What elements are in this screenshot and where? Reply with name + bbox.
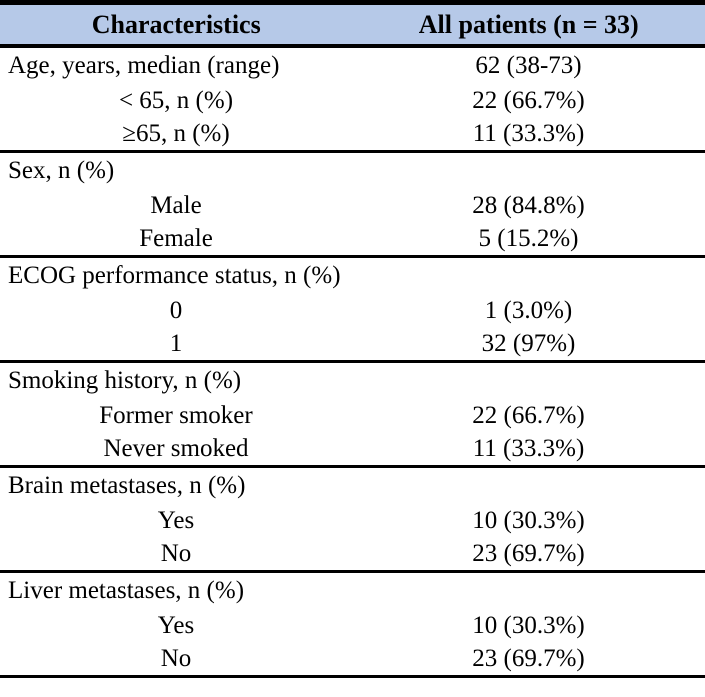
row-label: 0 — [169, 296, 183, 324]
row-label: Age, years, median (range) — [8, 51, 280, 79]
row-label: No — [160, 540, 192, 567]
row-value: 22 (66.7%) — [472, 401, 585, 429]
row-label: Female — [139, 225, 213, 252]
table-row: Never smoked 11 (33.3%) — [0, 433, 705, 468]
table-row: 1 32 (97%) — [0, 328, 705, 363]
table-header-row: Characteristics All patients (n = 33) — [0, 5, 705, 48]
row-label: Yes — [157, 611, 195, 639]
table-row: Yes 10 (30.3%) — [0, 503, 705, 538]
row-label: Former smoker — [99, 401, 253, 429]
row-label: Male — [150, 191, 202, 219]
row-value: 22 (66.7%) — [472, 86, 585, 114]
row-value: 11 (33.3%) — [472, 120, 585, 147]
table-body: Age, years, median (range) 62 (38-73) < 65… — [0, 48, 705, 678]
row-label: Sex, n (%) — [8, 156, 115, 184]
table-row: Smoking history, n (%) — [0, 363, 705, 398]
row-label: Yes — [157, 506, 195, 534]
row-label: No — [160, 645, 192, 672]
row-label: 1 — [169, 330, 183, 357]
row-value: 5 (15.2%) — [478, 225, 579, 252]
table-row: Male 28 (84.8%) — [0, 188, 705, 223]
table-row: ≥65, n (%) 11 (33.3%) — [0, 118, 705, 153]
table-row: Former smoker 22 (66.7%) — [0, 398, 705, 433]
table-row: Liver metastases, n (%) — [0, 573, 705, 608]
row-value: 62 (38-73) — [475, 51, 582, 79]
table-row: Age, years, median (range) 62 (38-73) — [0, 48, 705, 83]
row-value: 11 (33.3%) — [472, 435, 585, 462]
row-label: Liver metastases, n (%) — [8, 576, 245, 604]
table-row: Yes 10 (30.3%) — [0, 608, 705, 643]
row-value: 10 (30.3%) — [472, 611, 585, 639]
row-value: 32 (97%) — [481, 330, 576, 357]
table-row: No 23 (69.7%) — [0, 538, 705, 573]
table-row: No 23 (69.7%) — [0, 643, 705, 678]
header-characteristics: Characteristics — [91, 9, 261, 39]
header-all-patients: All patients (n = 33) — [418, 9, 639, 39]
patient-characteristics-table: Characteristics All patients (n = 33) Ag… — [0, 0, 705, 678]
row-value: 10 (30.3%) — [472, 506, 585, 534]
table-row: Sex, n (%) — [0, 153, 705, 188]
row-label: ≥65, n (%) — [122, 120, 230, 147]
row-value: 23 (69.7%) — [472, 540, 585, 567]
row-value: 23 (69.7%) — [472, 645, 585, 672]
row-label: Never smoked — [103, 435, 249, 462]
table-row: Brain metastases, n (%) — [0, 468, 705, 503]
table-row: 0 1 (3.0%) — [0, 293, 705, 328]
row-label: Smoking history, n (%) — [8, 366, 242, 394]
row-label: Brain metastases, n (%) — [8, 471, 246, 499]
row-label: < 65, n (%) — [118, 86, 234, 114]
table-row: Female 5 (15.2%) — [0, 223, 705, 258]
table-row: ECOG performance status, n (%) — [0, 258, 705, 293]
table-row: < 65, n (%) 22 (66.7%) — [0, 83, 705, 118]
row-label: ECOG performance status, n (%) — [8, 261, 341, 289]
row-value: 1 (3.0%) — [484, 296, 573, 324]
row-value: 28 (84.8%) — [472, 191, 585, 219]
